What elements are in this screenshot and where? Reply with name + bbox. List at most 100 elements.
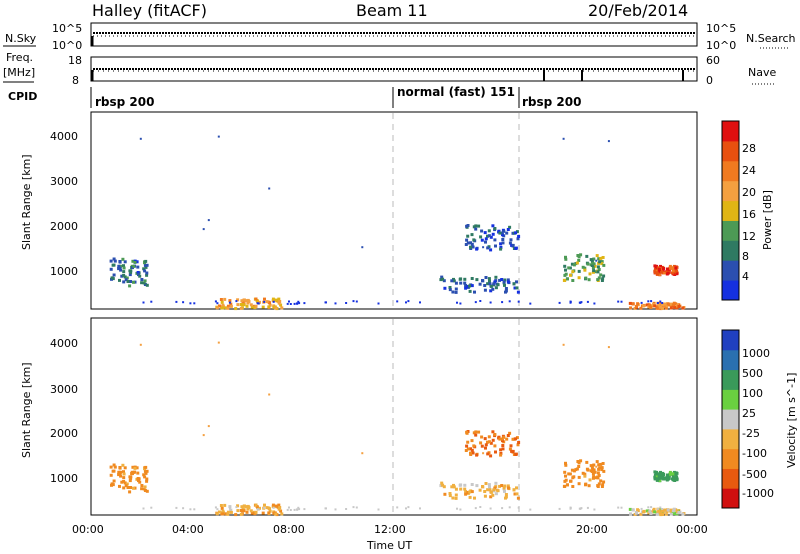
echo-cell (489, 235, 493, 239)
echo-cell (529, 302, 532, 305)
echo-cell (268, 393, 271, 396)
echo-cell (634, 304, 638, 308)
echo-cell (666, 508, 670, 512)
echo-cell (599, 462, 603, 466)
echo-cell (236, 504, 240, 508)
echo-cell (501, 444, 505, 447)
echo-cell (242, 303, 246, 307)
echo-cell (112, 469, 116, 473)
echo-cell (345, 302, 348, 304)
echo-cell (596, 484, 600, 488)
echo-cell (493, 433, 497, 436)
echo-cell (119, 264, 122, 268)
echo-cell (499, 453, 503, 457)
echo-cell (558, 507, 561, 510)
echo-cell (503, 484, 507, 488)
echo-cell (133, 466, 137, 470)
echo-cell (486, 282, 490, 286)
echo-cell (118, 266, 122, 270)
echo-cell (665, 267, 669, 271)
echo-cell (498, 278, 502, 282)
echo-cell (564, 463, 568, 467)
echo-cell (601, 483, 605, 487)
echo-cell (668, 470, 672, 474)
xtick-3: 12:00 (374, 523, 406, 536)
echo-cell (590, 465, 594, 469)
echo-cell (492, 282, 496, 286)
echo-cell (263, 503, 266, 507)
echo-cell (595, 465, 598, 468)
echo-cell (671, 271, 674, 275)
echo-cell (145, 283, 149, 287)
echo-cell (579, 301, 582, 304)
echo-cell (483, 288, 487, 292)
echo-cell (483, 284, 487, 287)
echo-cell (577, 259, 581, 262)
velocity-colorbar-segment (722, 428, 739, 450)
echo-cell (119, 268, 123, 272)
echo-cell (639, 512, 643, 516)
echo-cell (483, 494, 487, 498)
xtick-1: 04:00 (172, 523, 204, 536)
nsearch-tick-bottom: 10^0 (706, 39, 736, 52)
echo-cell (221, 306, 225, 310)
echo-cell (569, 479, 572, 483)
echo-cell (470, 490, 474, 494)
power-colorbar-segment (722, 140, 739, 162)
echo-cell (118, 472, 122, 476)
echo-cell (479, 506, 482, 508)
echo-cell (202, 228, 205, 231)
echo-cell (140, 281, 144, 285)
echo-cell (595, 254, 599, 258)
echo-cell (143, 269, 147, 273)
echo-cell (133, 260, 137, 264)
echo-cell (661, 307, 664, 310)
echo-cell (653, 473, 657, 477)
echo-cell (263, 506, 266, 509)
echo-cell (672, 301, 676, 305)
echo-cell (465, 430, 469, 434)
echo-cell (516, 237, 520, 241)
echo-cell (575, 467, 579, 471)
echo-cell (645, 509, 649, 513)
echo-cell (215, 512, 219, 516)
echo-cell (661, 513, 664, 516)
echo-cell (657, 473, 661, 477)
echo-cell (597, 474, 601, 477)
echo-cell (450, 485, 454, 489)
echo-cell (228, 507, 231, 510)
echo-cell (501, 507, 504, 510)
echo-cell (142, 301, 145, 304)
power-cbar-label: Power [dB] (761, 190, 774, 250)
echo-cell (579, 459, 583, 463)
echo-cell (491, 430, 495, 434)
echo-cell (144, 471, 148, 475)
echo-cell (648, 304, 652, 307)
echo-cell (486, 246, 490, 250)
echo-cell (140, 487, 144, 491)
echo-cell (189, 302, 192, 305)
echo-cell (568, 266, 572, 270)
echo-cell (303, 508, 306, 511)
echo-cell (503, 283, 506, 287)
echo-cell (454, 493, 458, 497)
echo-cell (271, 505, 275, 509)
echo-cell (122, 479, 126, 483)
velocity-cbar-tick-25: 25 (742, 407, 756, 420)
echo-cell (448, 288, 452, 292)
echo-cell (577, 461, 581, 465)
echo-cell (581, 265, 585, 269)
velocity-colorbar-segment (722, 389, 739, 410)
echo-cell (452, 483, 455, 487)
echo-cell (602, 274, 606, 278)
freq-unit-label: [MHz] (3, 66, 35, 79)
echo-cell (277, 507, 281, 511)
echo-cell (345, 508, 348, 510)
echo-cell (143, 279, 147, 283)
echo-cell (214, 506, 217, 509)
echo-cell (629, 512, 633, 516)
echo-cell (288, 300, 290, 303)
echo-cell (140, 484, 144, 487)
echo-cell (459, 483, 463, 487)
echo-cell (562, 137, 565, 140)
